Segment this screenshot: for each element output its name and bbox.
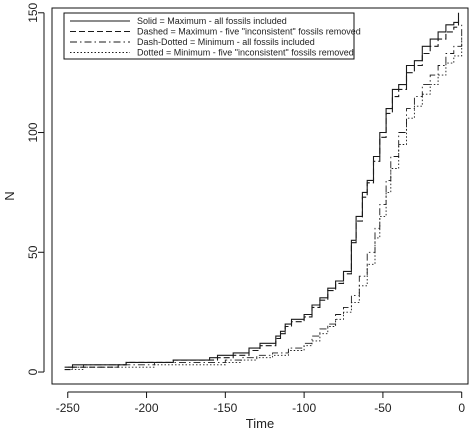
y-axis-title: N [2, 191, 17, 200]
y-tick-label: 0 [26, 368, 40, 375]
x-axis-title: Time [246, 416, 274, 431]
x-tick-label: -250 [56, 401, 80, 415]
x-tick-label: -50 [374, 401, 392, 415]
y-tick-label: 50 [26, 245, 40, 259]
x-tick-label: -200 [135, 401, 159, 415]
x-tick-label: -100 [292, 401, 316, 415]
series-line-4 [67, 36, 463, 371]
legend-label: Dash-Dotted = Minimum - all fossils incl… [137, 37, 315, 47]
x-axis: -250 -200 -150 -100 -50 0 [56, 391, 465, 415]
x-tick-label: -150 [213, 401, 237, 415]
x-tick-label: 0 [458, 401, 465, 415]
series-line-3 [67, 24, 463, 368]
y-axis: 0 50 100 150 [26, 2, 45, 375]
legend-label: Solid = Maximum - all fossils included [137, 16, 287, 26]
y-tick-label: 100 [26, 122, 40, 142]
legend-label: Dotted = Minimum - five "inconsistent" f… [137, 48, 354, 58]
legend: Solid = Maximum - all fossils includedDa… [63, 12, 361, 60]
series-line-2 [64, 20, 460, 371]
legend-label: Dashed = Maximum - five "inconsistent" f… [137, 27, 361, 37]
plot-frame [51, 7, 469, 385]
y-tick-label: 150 [26, 2, 40, 22]
series-line-1 [64, 12, 460, 368]
series-layer [64, 12, 463, 371]
